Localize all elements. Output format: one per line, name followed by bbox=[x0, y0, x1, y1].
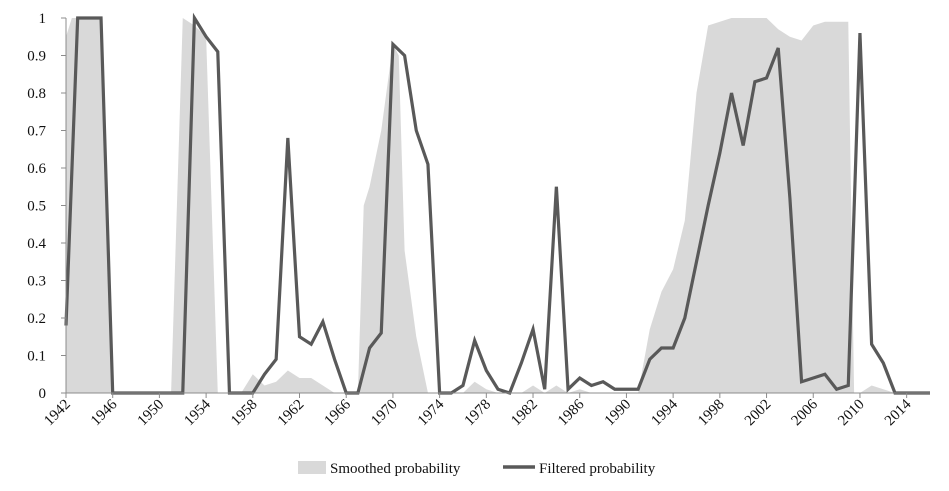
x-tick-label: 1970 bbox=[368, 397, 401, 430]
y-tick-label: 0 bbox=[39, 386, 47, 402]
y-tick-label: 0.6 bbox=[27, 161, 46, 177]
x-tick-label: 1998 bbox=[695, 397, 728, 430]
x-tick-label: 1954 bbox=[181, 396, 214, 429]
y-tick-label: 0.5 bbox=[27, 199, 46, 215]
legend: Smoothed probability Filtered probabilit… bbox=[298, 461, 656, 477]
x-tick-label: 2014 bbox=[882, 396, 915, 429]
y-tick-label: 1 bbox=[39, 11, 47, 27]
y-tick-label: 0.9 bbox=[27, 49, 46, 65]
x-tick-label: 1974 bbox=[415, 396, 448, 429]
y-tick-label: 0.8 bbox=[27, 86, 46, 102]
x-tick-label: 1966 bbox=[322, 396, 355, 429]
legend-swatch-smoothed bbox=[298, 461, 326, 474]
y-tick-label: 0.4 bbox=[27, 236, 46, 252]
x-tick-label: 2002 bbox=[742, 397, 775, 430]
x-tick-label: 1978 bbox=[462, 397, 495, 430]
x-tick-label: 1946 bbox=[88, 396, 121, 429]
legend-label-filtered: Filtered probability bbox=[539, 461, 656, 477]
y-tick-label: 0.3 bbox=[27, 274, 46, 290]
x-tick-label: 1958 bbox=[228, 397, 261, 430]
y-tick-label: 0.7 bbox=[27, 124, 46, 140]
x-tick-label: 1986 bbox=[555, 396, 588, 429]
x-tick-label: 2006 bbox=[789, 396, 822, 429]
x-tick-label: 1962 bbox=[275, 397, 308, 430]
x-tick-label: 1942 bbox=[41, 397, 74, 430]
legend-label-smoothed: Smoothed probability bbox=[330, 461, 461, 477]
smoothed-probability-area bbox=[66, 18, 930, 393]
y-tick-label: 0.2 bbox=[27, 311, 46, 327]
x-tick-label: 1982 bbox=[508, 397, 541, 430]
x-tick-label: 1990 bbox=[602, 397, 635, 430]
plot-area bbox=[64, 12, 930, 395]
y-tick-label: 0.1 bbox=[27, 349, 46, 365]
x-tick-label: 2010 bbox=[835, 397, 868, 430]
x-tick-label: 1950 bbox=[135, 397, 168, 430]
filtered-probability-line bbox=[64, 12, 930, 395]
x-tick-label: 1994 bbox=[648, 396, 681, 429]
